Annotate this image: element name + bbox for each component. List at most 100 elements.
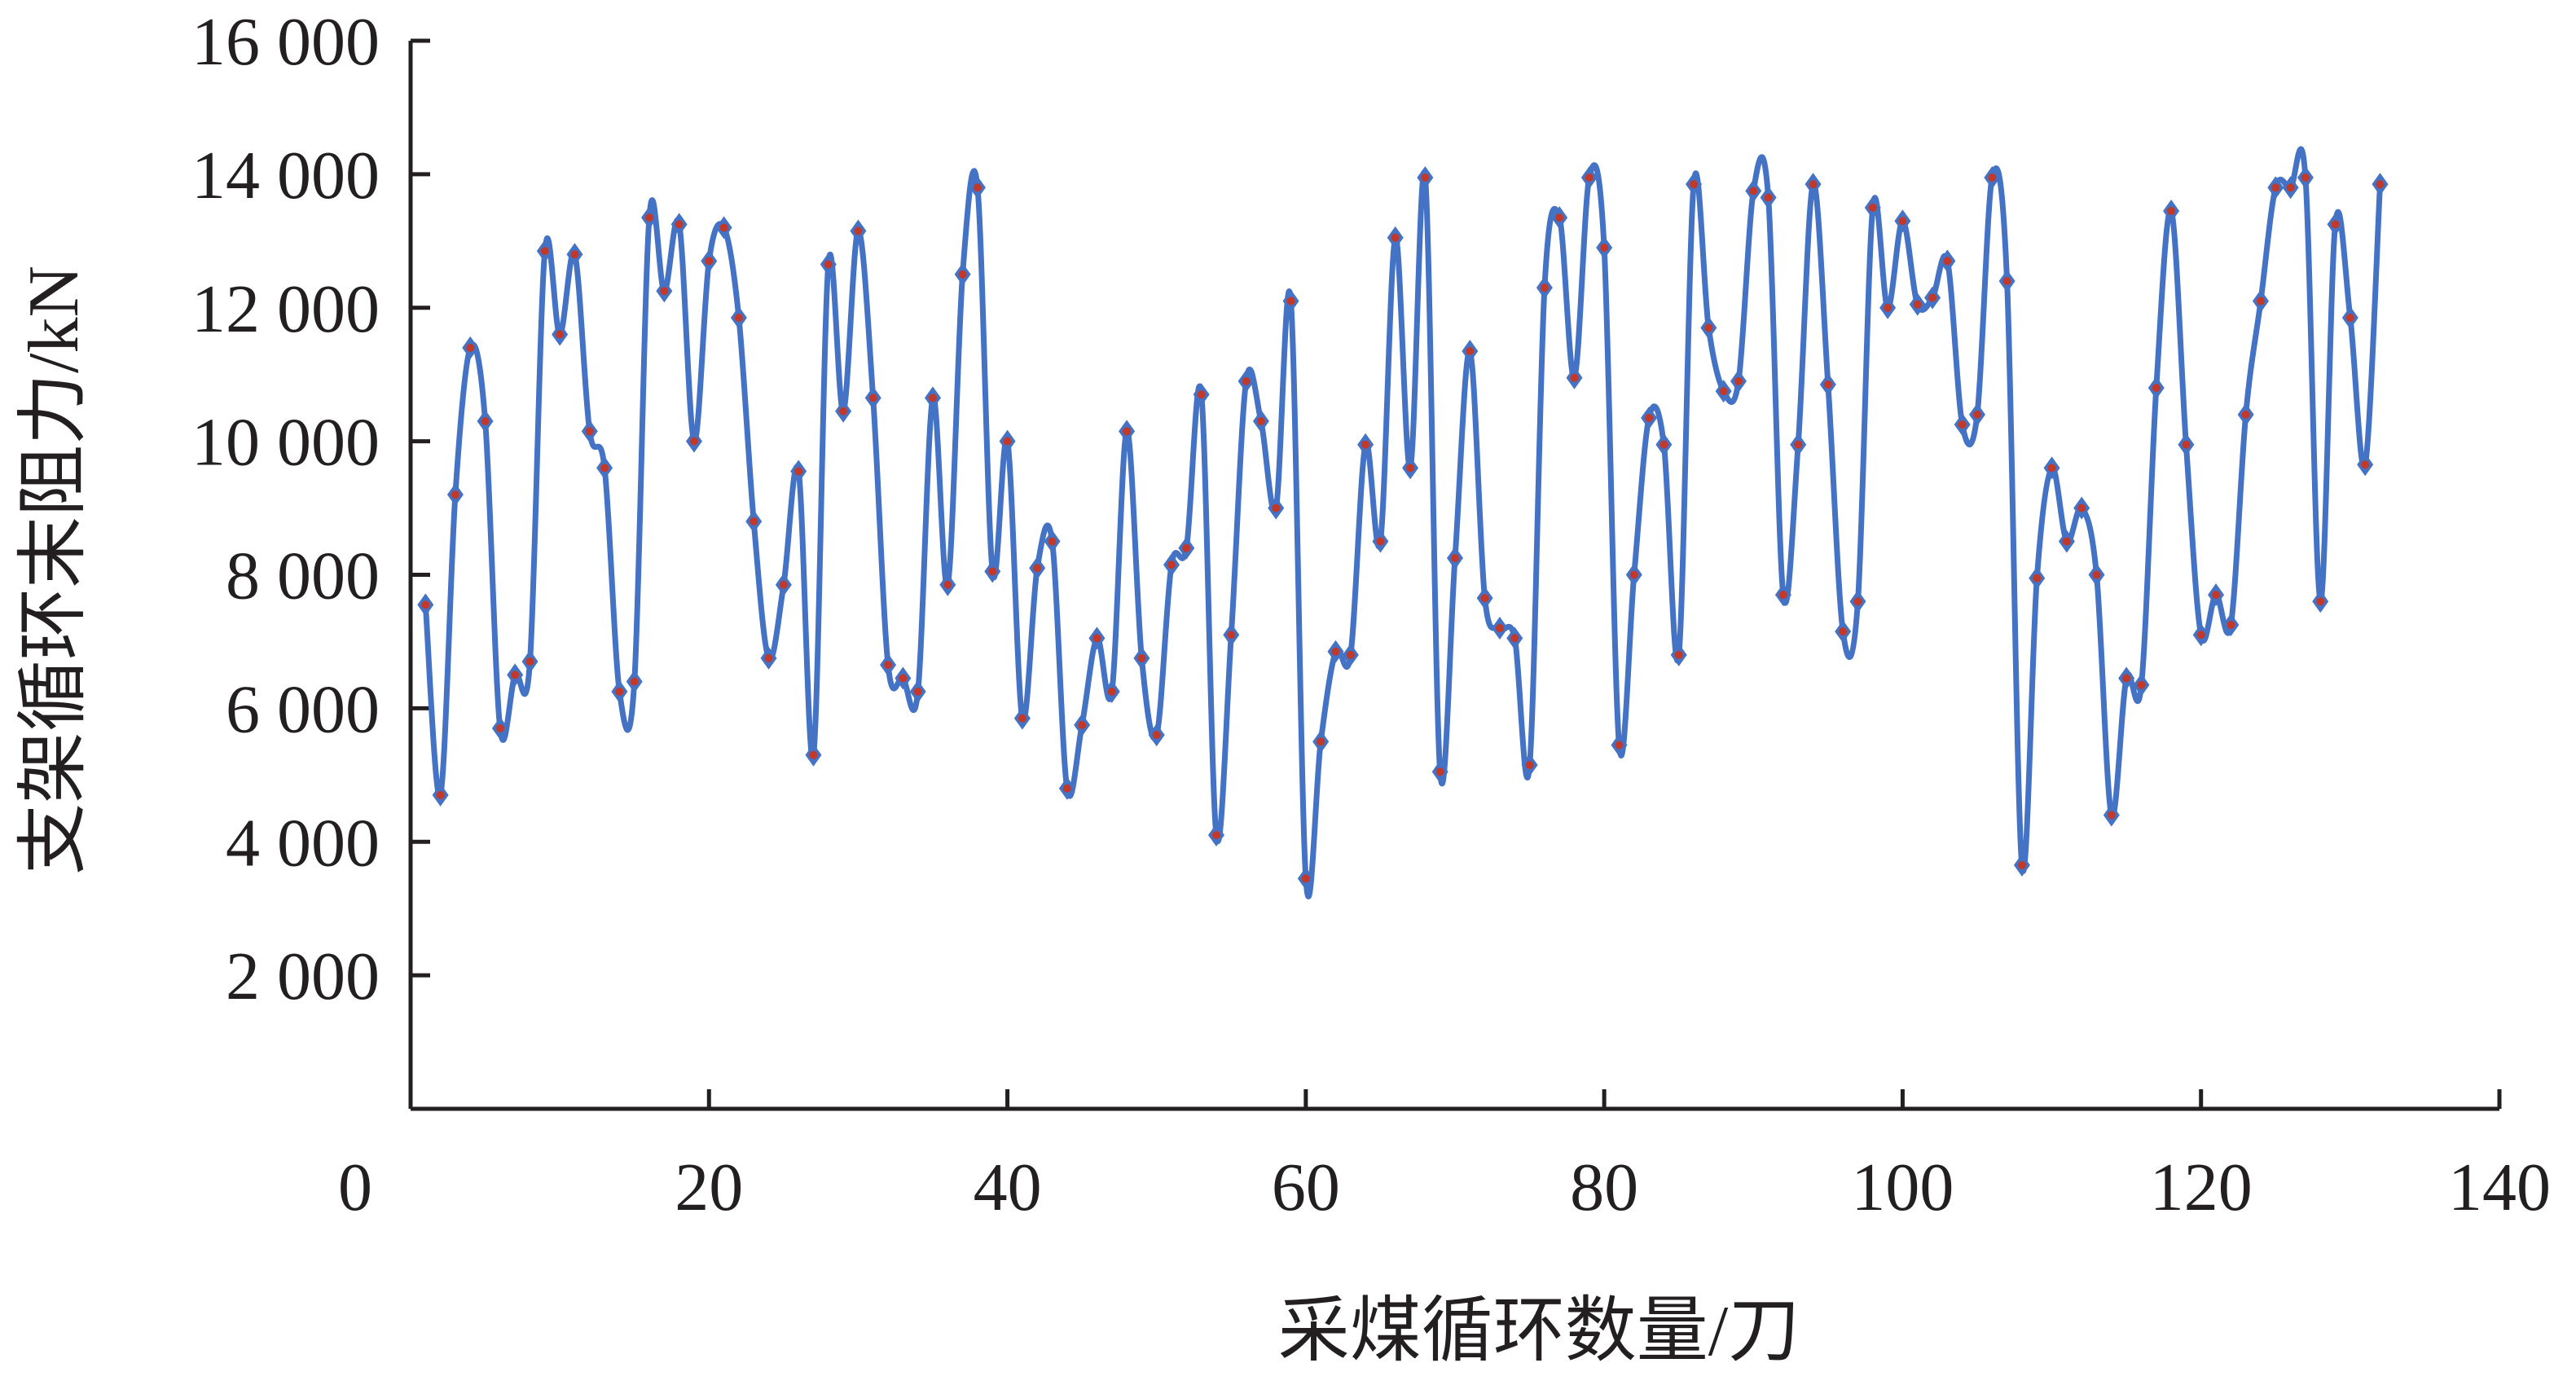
data-point [1794, 440, 1803, 449]
data-point [899, 674, 908, 683]
data-point [1778, 591, 1787, 600]
data-point [824, 260, 833, 269]
data-point [1062, 784, 1071, 793]
data-point [943, 580, 952, 589]
data-point [1107, 687, 1116, 696]
data-point [1391, 233, 1400, 242]
data-point [1928, 293, 1937, 302]
data-point [1704, 323, 1713, 332]
data-point [958, 270, 967, 279]
data-point [2062, 537, 2071, 546]
data-point [809, 750, 818, 759]
data-point [689, 437, 698, 446]
data-point [973, 183, 982, 192]
data-point [1376, 537, 1385, 546]
data-point [660, 287, 669, 296]
data-point [1600, 244, 1609, 253]
data-point [421, 600, 430, 609]
data-point [1659, 440, 1668, 449]
data-point [495, 723, 504, 732]
data-point [1764, 193, 1773, 202]
data-point [1719, 387, 1728, 396]
data-point [1898, 217, 1907, 226]
data-point [1868, 203, 1877, 212]
data-point [1227, 631, 1236, 640]
data-point [2286, 183, 2295, 192]
data-point [600, 464, 609, 473]
y-tick-label: 4 000 [226, 805, 380, 881]
data-point [1809, 180, 1818, 189]
data-point [1525, 761, 1534, 770]
data-point [779, 580, 788, 589]
data-point [675, 220, 684, 229]
data-point [511, 671, 520, 679]
data-point [570, 250, 579, 259]
data-point [2376, 180, 2385, 189]
data-point [854, 226, 863, 235]
data-point [734, 314, 743, 323]
data-point [1451, 554, 1459, 563]
data-point [1749, 187, 1758, 196]
y-tick-label: 14 000 [191, 138, 380, 213]
data-point [1540, 284, 1549, 292]
data-point [466, 343, 475, 352]
data-point [1645, 413, 1654, 422]
data-point [1853, 597, 1862, 606]
data-point [1346, 650, 1355, 659]
data-point [1884, 303, 1892, 312]
data-point [2137, 680, 2146, 689]
data-point [2345, 314, 2354, 323]
data-point [451, 490, 459, 499]
y-tick-label: 16 000 [191, 4, 380, 80]
data-point [2033, 574, 2042, 583]
x-tick-label: 100 [1851, 1150, 1954, 1225]
data-point [1003, 437, 1012, 446]
y-axis-title: 支架循环末阻力/kN [15, 266, 94, 875]
data-point [630, 677, 639, 686]
data-point [913, 687, 922, 696]
data-point [1674, 650, 1683, 659]
data-point [540, 247, 549, 256]
data-point [615, 687, 624, 696]
data-point [868, 394, 877, 402]
data-point [1033, 564, 1042, 573]
data-point [2152, 384, 2161, 393]
data-point [2047, 464, 2056, 473]
data-point [2301, 173, 2310, 182]
data-point [1690, 180, 1699, 189]
y-tick-label: 12 000 [191, 271, 380, 347]
data-point [525, 657, 534, 666]
data-point [2241, 410, 2250, 419]
x-tick-label: 20 [675, 1150, 743, 1225]
data-point [1913, 300, 1922, 309]
data-point [2092, 570, 2101, 579]
data-point [2331, 220, 2340, 229]
data-point [1361, 440, 1370, 449]
data-point [2077, 503, 2086, 512]
data-point [1615, 741, 1624, 750]
data-point [2316, 597, 2325, 606]
data-point [1078, 720, 1087, 729]
data-point [1317, 737, 1325, 746]
data-point [1629, 570, 1638, 579]
x-tick-label: 60 [1272, 1150, 1340, 1225]
data-point [645, 213, 654, 222]
data-point [764, 653, 773, 662]
data-point [556, 330, 565, 339]
data-point [1555, 213, 1564, 222]
data-point [1137, 653, 1146, 662]
x-tick-label: 140 [2448, 1150, 2551, 1225]
x-tick-label: 0 [338, 1150, 372, 1225]
data-point [1272, 503, 1281, 512]
data-point [1943, 257, 1952, 266]
data-point [2256, 297, 2265, 306]
data-point [1123, 427, 1132, 436]
data-point [884, 661, 893, 670]
data-point [1197, 390, 1206, 399]
data-point [1092, 634, 1101, 643]
data-point [2167, 206, 2176, 215]
x-axis-title: 采煤循环数量/刀 [1278, 1292, 1800, 1371]
x-tick-label: 80 [1570, 1150, 1638, 1225]
